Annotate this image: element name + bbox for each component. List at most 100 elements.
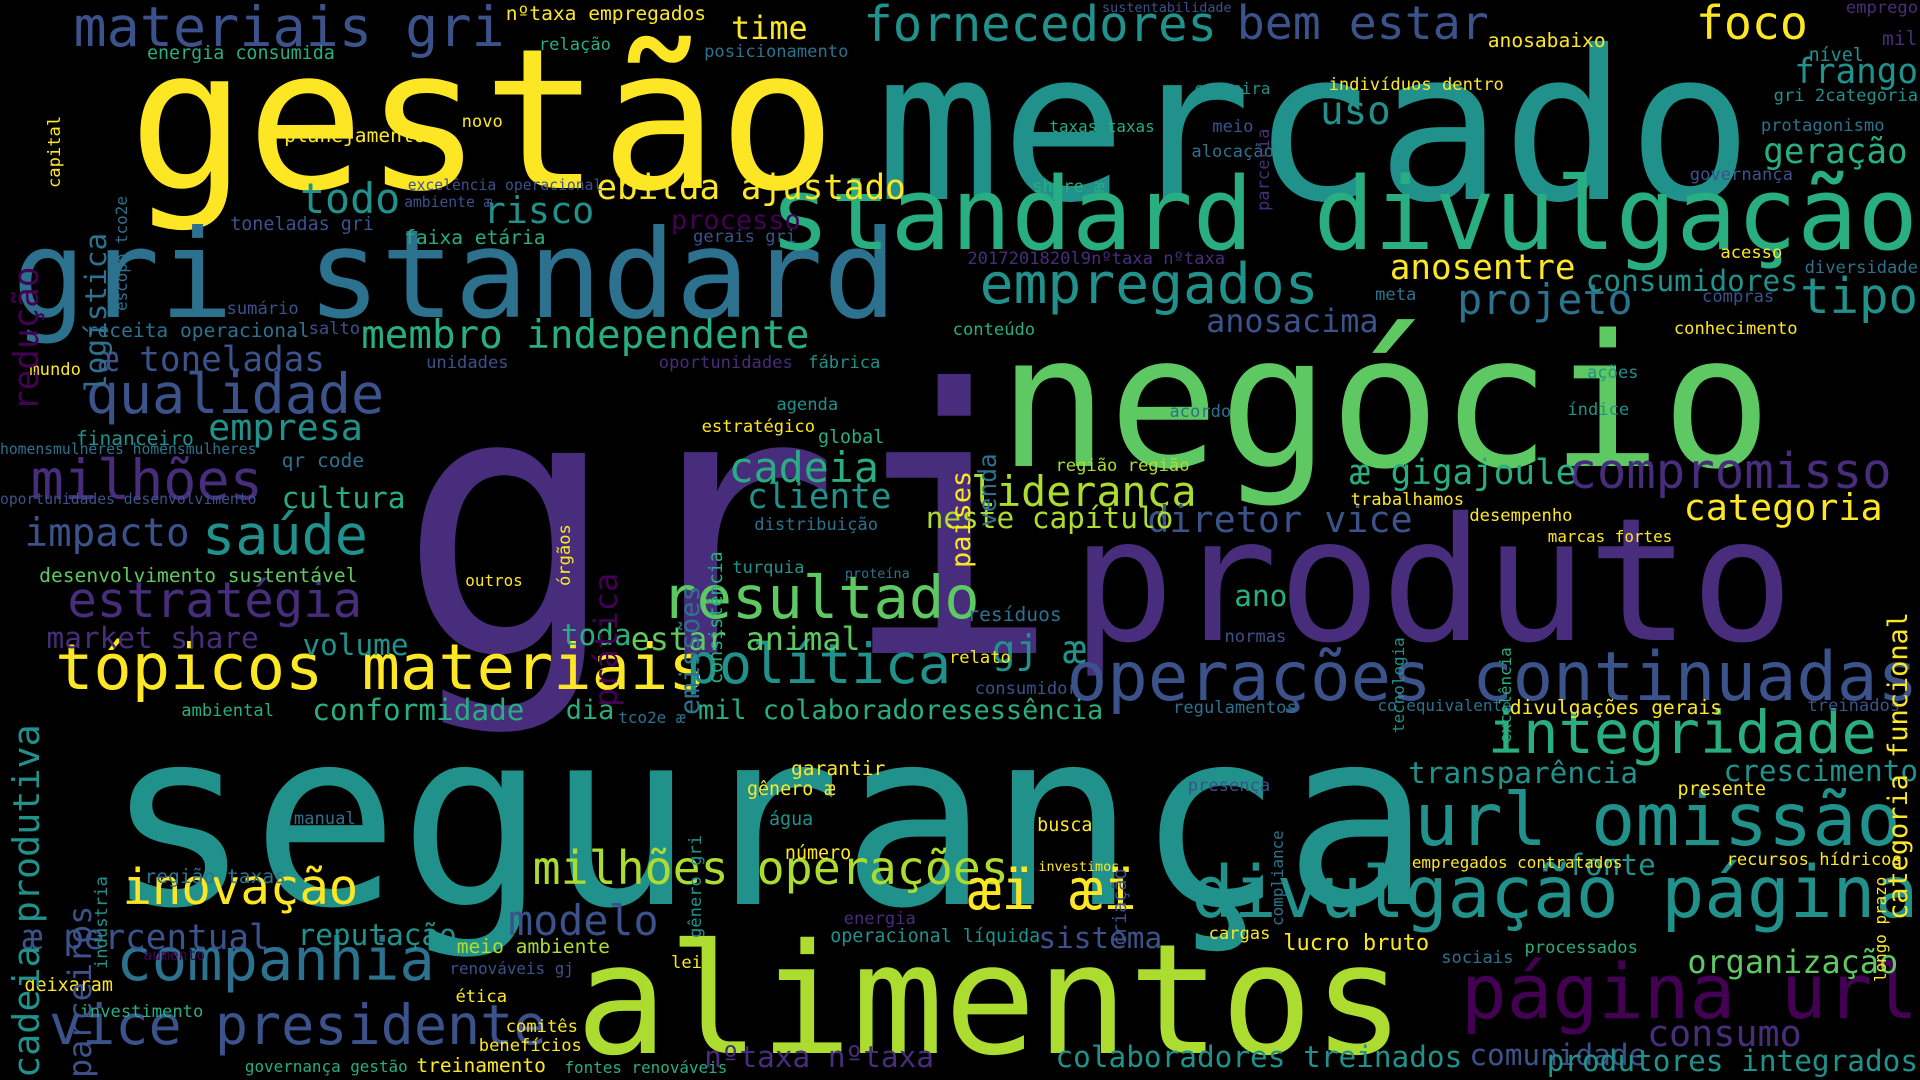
word-20: milhões operações bbox=[532, 840, 1009, 895]
word-101: taxas taxas bbox=[1049, 116, 1155, 136]
word-188: emissões bbox=[675, 585, 707, 716]
word-54: geração bbox=[1763, 131, 1908, 172]
word-39: todo bbox=[300, 173, 401, 223]
word-25: foco bbox=[1695, 0, 1808, 50]
word-10: url omissão bbox=[1414, 777, 1901, 863]
word-186: órgãos bbox=[555, 524, 576, 587]
word-159: região taxas bbox=[144, 864, 286, 888]
word-191: venda bbox=[972, 453, 1002, 528]
word-164: operacional líquida bbox=[830, 926, 1041, 948]
word-131: homensmulheres homensmulheres bbox=[0, 441, 257, 459]
word-120: conhecimento bbox=[1673, 318, 1798, 339]
word-82: financeiro bbox=[75, 426, 194, 450]
word-176: governança gestão bbox=[244, 1057, 408, 1077]
word-62: toda bbox=[560, 617, 632, 652]
word-167: processados bbox=[1524, 938, 1638, 959]
word-132: região região bbox=[1055, 455, 1190, 476]
word-77: dia bbox=[565, 694, 615, 726]
word-181: escopo tco2e bbox=[111, 195, 131, 311]
word-136: distribuição bbox=[754, 514, 879, 535]
word-72: colaboradores treinados bbox=[1055, 1040, 1463, 1075]
word-187: prática bbox=[587, 572, 626, 708]
word-7: gri standard bbox=[12, 203, 897, 347]
word-112: acesso bbox=[1720, 242, 1783, 263]
word-194: compliance bbox=[1267, 830, 1287, 927]
word-197: categoria funcional bbox=[1882, 612, 1914, 921]
word-168: aumento bbox=[143, 946, 206, 964]
word-3: gestão bbox=[128, 7, 837, 236]
word-59: volume bbox=[302, 627, 409, 662]
word-55: time bbox=[731, 9, 808, 48]
word-125: ações bbox=[1586, 362, 1639, 383]
word-36: consumo bbox=[1646, 1012, 1802, 1056]
word-121: mundo bbox=[29, 360, 81, 381]
word-73: comunidade bbox=[1469, 1037, 1647, 1072]
word-32: membro independente bbox=[361, 312, 810, 358]
word-56: æ toneladas bbox=[97, 339, 325, 380]
word-1: segurança bbox=[104, 676, 1431, 962]
word-130: global bbox=[817, 426, 885, 448]
word-123: oportunidades bbox=[658, 353, 793, 374]
word-146: tco2e æ bbox=[618, 708, 686, 728]
word-60: conformidade bbox=[312, 692, 525, 727]
word-175: benefícios bbox=[478, 1036, 582, 1057]
word-6: alimentos bbox=[575, 911, 1405, 1080]
word-174: comitês bbox=[505, 1016, 578, 1037]
word-149: divulgações gerais bbox=[1509, 695, 1722, 719]
word-53: frango bbox=[1794, 52, 1918, 93]
word-70: reputação bbox=[297, 917, 457, 952]
word-90: sustentabilidade bbox=[1102, 1, 1232, 17]
word-160: investimos bbox=[1038, 859, 1120, 875]
word-85: nºtaxa empregados bbox=[505, 1, 707, 25]
word-157: presente bbox=[1677, 779, 1766, 801]
word-134: desempenho bbox=[1469, 506, 1573, 527]
word-100: novo bbox=[461, 111, 503, 132]
word-30: estratégia bbox=[67, 571, 363, 629]
word-117: conteúdo bbox=[952, 320, 1036, 341]
word-11: operações continuadas bbox=[1066, 636, 1918, 716]
word-66: neste capítulo bbox=[925, 501, 1174, 536]
word-24: bem estar bbox=[1236, 0, 1489, 50]
word-50: anosacima bbox=[1206, 302, 1379, 341]
word-158: número bbox=[784, 842, 852, 864]
word-8: standard divulgação bbox=[769, 156, 1918, 274]
word-44: cliente bbox=[746, 477, 892, 517]
word-75: nºtaxa nºtaxa bbox=[704, 1040, 934, 1075]
word-67: fonte bbox=[1567, 848, 1656, 883]
word-152: gênero æ bbox=[746, 779, 836, 801]
word-154: manual bbox=[293, 808, 356, 829]
word-87: posicionamento bbox=[704, 42, 849, 63]
word-69: æ percentual bbox=[22, 917, 270, 958]
word-2: mercado bbox=[875, 7, 1753, 250]
word-45: liderança bbox=[971, 467, 1197, 517]
word-61: estar animal bbox=[630, 620, 861, 659]
word-145: ambiental bbox=[181, 700, 275, 721]
word-151: garantir bbox=[791, 757, 886, 781]
word-196: excelência bbox=[1495, 646, 1515, 743]
word-88: energia consumida bbox=[146, 43, 335, 65]
word-80: processo bbox=[671, 205, 801, 237]
word-57: cultura bbox=[281, 480, 406, 515]
word-155: busca bbox=[1037, 814, 1093, 836]
word-189: consistência bbox=[705, 551, 727, 685]
word-109: faixa etária bbox=[404, 225, 546, 249]
word-65: æ gigajoule bbox=[1349, 452, 1577, 493]
word-153: água bbox=[768, 808, 814, 830]
word-106: ambiente æ bbox=[404, 193, 493, 211]
word-163: energia bbox=[843, 909, 916, 930]
word-83: qr code bbox=[281, 448, 365, 472]
word-171: lei bbox=[671, 953, 702, 974]
word-162: recursos hídricos bbox=[1726, 850, 1902, 871]
word-192: gênero gri bbox=[686, 834, 707, 939]
word-74: produtores integrados bbox=[1546, 1043, 1918, 1078]
word-13: integridade bbox=[1487, 698, 1877, 768]
word-182: parceria bbox=[1254, 128, 1275, 211]
word-52: uso bbox=[1320, 88, 1391, 134]
word-0: gri bbox=[397, 311, 1062, 740]
word-92: mil bbox=[1882, 27, 1918, 51]
word-4: negócio bbox=[997, 297, 1772, 511]
word-9: divulgação página bbox=[1191, 851, 1918, 935]
word-97: carteira bbox=[1193, 78, 1271, 98]
word-195: tecnologia bbox=[1389, 636, 1409, 733]
